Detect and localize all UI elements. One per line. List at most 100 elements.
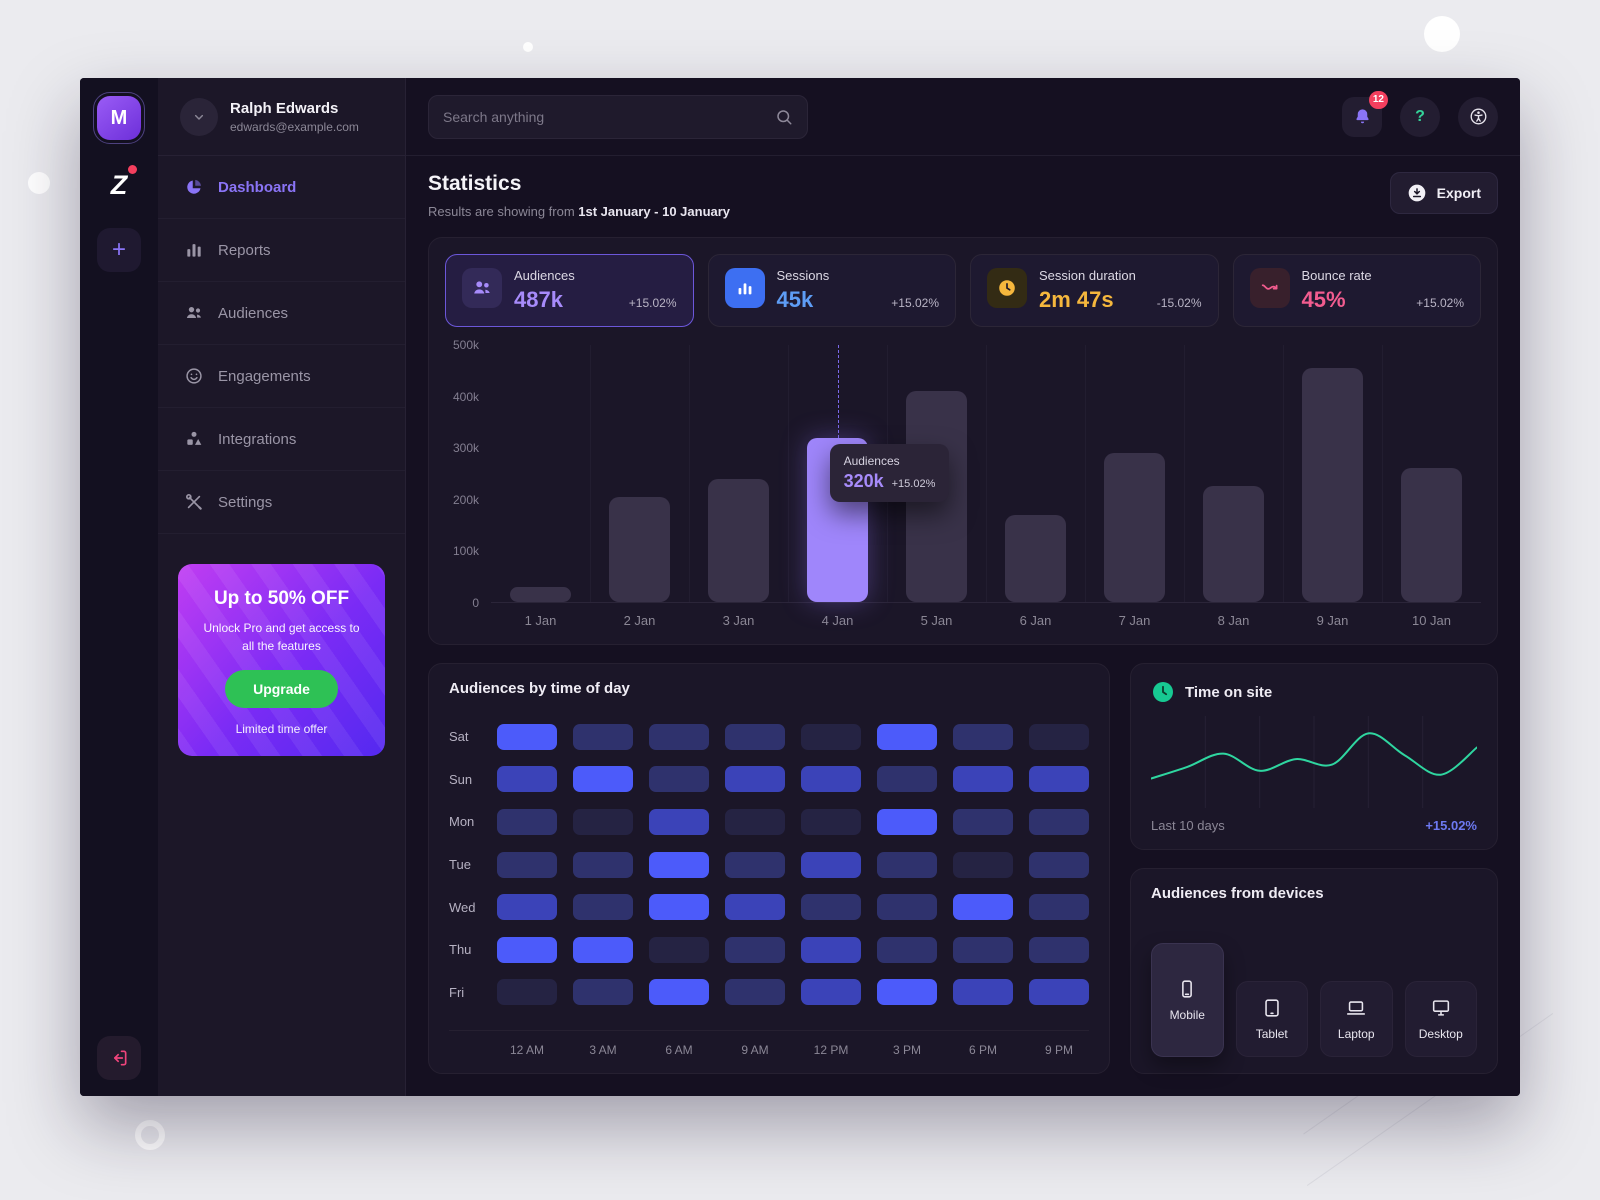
export-button[interactable]: Export <box>1389 172 1498 214</box>
stat-card-audiences[interactable]: Audiences 487k +15.02% <box>445 254 694 327</box>
upgrade-button[interactable]: Upgrade <box>225 670 338 708</box>
heatmap-cell-wed-9pm[interactable] <box>1029 894 1089 921</box>
sidebar-item-reports[interactable]: Reports <box>158 219 405 282</box>
heatmap-cell-tue-6am[interactable] <box>649 851 709 878</box>
heatmap-cell-tue-3pm[interactable] <box>877 851 937 878</box>
heatmap-cell-sat-6pm[interactable] <box>953 723 1013 750</box>
heatmap-cell-tue-12am[interactable] <box>497 851 557 878</box>
heatmap-cell-wed-3am[interactable] <box>573 894 633 921</box>
logout-button[interactable] <box>97 1036 141 1080</box>
heatmap-cell-thu-6am[interactable] <box>649 936 709 963</box>
heatmap-cell-sun-3am[interactable] <box>573 766 633 793</box>
heatmap-cell-tue-9am[interactable] <box>725 851 785 878</box>
heatmap-cell-sun-9pm[interactable] <box>1029 766 1089 793</box>
bar-4-jan[interactable]: Audiences 320k +15.02% <box>788 345 950 602</box>
heatmap-cell-fri-9am[interactable] <box>725 979 785 1006</box>
help-button[interactable]: ? <box>1400 96 1440 137</box>
app-logo[interactable]: M <box>97 96 141 140</box>
heatmap-cell-fri-3am[interactable] <box>573 979 633 1006</box>
stat-card-sessions[interactable]: Sessions 45k +15.02% <box>707 254 956 327</box>
device-laptop-button[interactable]: Laptop <box>1320 981 1393 1057</box>
heatmap-cell-sun-6am[interactable] <box>649 766 709 793</box>
heatmap-cell-tue-6pm[interactable] <box>953 851 1013 878</box>
heatmap-cell-fri-3pm[interactable] <box>877 979 937 1006</box>
heatmap-cell-wed-12am[interactable] <box>497 894 557 921</box>
heatmap-cell-sun-12am[interactable] <box>497 766 557 793</box>
sidebar-item-integrations[interactable]: Integrations <box>158 408 405 471</box>
bar-1-jan[interactable] <box>491 345 590 602</box>
heatmap-cell-tue-3am[interactable] <box>573 851 633 878</box>
bar-9-jan[interactable] <box>1283 345 1382 602</box>
heatmap-cell-mon-12pm[interactable] <box>801 808 861 835</box>
heatmap-cell-fri-6pm[interactable] <box>953 979 1013 1006</box>
bar-7-jan[interactable] <box>1085 345 1184 602</box>
heatmap-cell-fri-6am[interactable] <box>649 979 709 1006</box>
heatmap-cell-mon-12am[interactable] <box>497 808 557 835</box>
bar-6-jan[interactable] <box>986 345 1085 602</box>
heatmap-cell-sat-9am[interactable] <box>725 723 785 750</box>
heatmap-cell-thu-9pm[interactable] <box>1029 936 1089 963</box>
x-axis-tick: 1 Jan <box>524 613 557 628</box>
sidebar-item-dashboard[interactable]: Dashboard <box>158 156 405 219</box>
bar-8-jan[interactable] <box>1184 345 1283 602</box>
heatmap-cell-sat-3pm[interactable] <box>877 723 937 750</box>
heatmap-cell-mon-3pm[interactable] <box>877 808 937 835</box>
stat-delta: +15.02% <box>891 296 939 310</box>
add-workspace-button[interactable]: + <box>97 228 141 272</box>
devices-title: Audiences from devices <box>1151 885 1324 902</box>
heatmap-cell-thu-3am[interactable] <box>573 936 633 963</box>
profile-dropdown[interactable]: Ralph Edwards edwards@example.com <box>158 78 405 156</box>
heatmap-cell-sat-9pm[interactable] <box>1029 723 1089 750</box>
heatmap-cell-fri-12am[interactable] <box>497 979 557 1006</box>
device-desktop-button[interactable]: Desktop <box>1404 981 1477 1057</box>
workspace-logo[interactable]: Z <box>96 162 142 208</box>
heatmap-cell-fri-12pm[interactable] <box>801 979 861 1006</box>
heatmap-cell-wed-6pm[interactable] <box>953 894 1013 921</box>
heatmap-cell-mon-9am[interactable] <box>725 808 785 835</box>
stat-card-bounce-rate[interactable]: Bounce rate 45% +15.02% <box>1232 254 1481 327</box>
device-tablet-button[interactable]: Tablet <box>1235 981 1308 1057</box>
heatmap-column-label: 3 AM <box>589 1043 617 1057</box>
heatmap-cell-tue-12pm[interactable] <box>801 851 861 878</box>
sidebar-item-engagements[interactable]: Engagements <box>158 345 405 408</box>
heatmap-cell-mon-9pm[interactable] <box>1029 808 1089 835</box>
heatmap-cell-mon-6pm[interactable] <box>953 808 1013 835</box>
heatmap-cell-sun-12pm[interactable] <box>801 766 861 793</box>
stat-card-session-duration[interactable]: Session duration 2m 47s -15.02% <box>970 254 1219 327</box>
device-mobile-button[interactable]: Mobile <box>1151 943 1224 1057</box>
heatmap-cell-sat-3am[interactable] <box>573 723 633 750</box>
shapes-icon <box>187 431 202 445</box>
heatmap-cell-wed-12pm[interactable] <box>801 894 861 921</box>
sidebar-item-label: Integrations <box>218 430 297 448</box>
heatmap-cell-thu-12am[interactable] <box>497 936 557 963</box>
heatmap-cell-sun-6pm[interactable] <box>953 766 1013 793</box>
heatmap-cell-thu-3pm[interactable] <box>877 936 937 963</box>
accessibility-button[interactable] <box>1458 96 1498 137</box>
sidebar-item-audiences[interactable]: Audiences <box>158 282 405 345</box>
bar-3-jan[interactable] <box>689 345 788 602</box>
workspace-logo-letter: Z <box>110 169 128 200</box>
heatmap-cell-thu-9am[interactable] <box>725 936 785 963</box>
search-input[interactable] <box>443 108 765 125</box>
mobile-icon <box>1182 980 1193 998</box>
heatmap-cell-mon-6am[interactable] <box>649 808 709 835</box>
y-axis-tick: 100k <box>452 544 479 559</box>
heatmap-row-label: Sat <box>449 729 469 745</box>
heatmap-cell-fri-9pm[interactable] <box>1029 979 1089 1006</box>
bar-10-jan[interactable] <box>1382 345 1481 602</box>
heatmap-cell-wed-6am[interactable] <box>649 894 709 921</box>
heatmap-cell-wed-9am[interactable] <box>725 894 785 921</box>
sidebar-item-settings[interactable]: Settings <box>158 471 405 534</box>
heatmap-cell-wed-3pm[interactable] <box>877 894 937 921</box>
heatmap-cell-sat-12am[interactable] <box>497 723 557 750</box>
heatmap-cell-mon-3am[interactable] <box>573 808 633 835</box>
heatmap-cell-thu-12pm[interactable] <box>801 936 861 963</box>
notifications-button[interactable]: 12 <box>1342 90 1388 137</box>
heatmap-cell-sat-6am[interactable] <box>649 723 709 750</box>
heatmap-cell-sun-9am[interactable] <box>725 766 785 793</box>
heatmap-cell-sat-12pm[interactable] <box>801 723 861 750</box>
heatmap-cell-tue-9pm[interactable] <box>1029 851 1089 878</box>
bar-2-jan[interactable] <box>590 345 689 602</box>
heatmap-cell-sun-3pm[interactable] <box>877 766 937 793</box>
heatmap-cell-thu-6pm[interactable] <box>953 936 1013 963</box>
